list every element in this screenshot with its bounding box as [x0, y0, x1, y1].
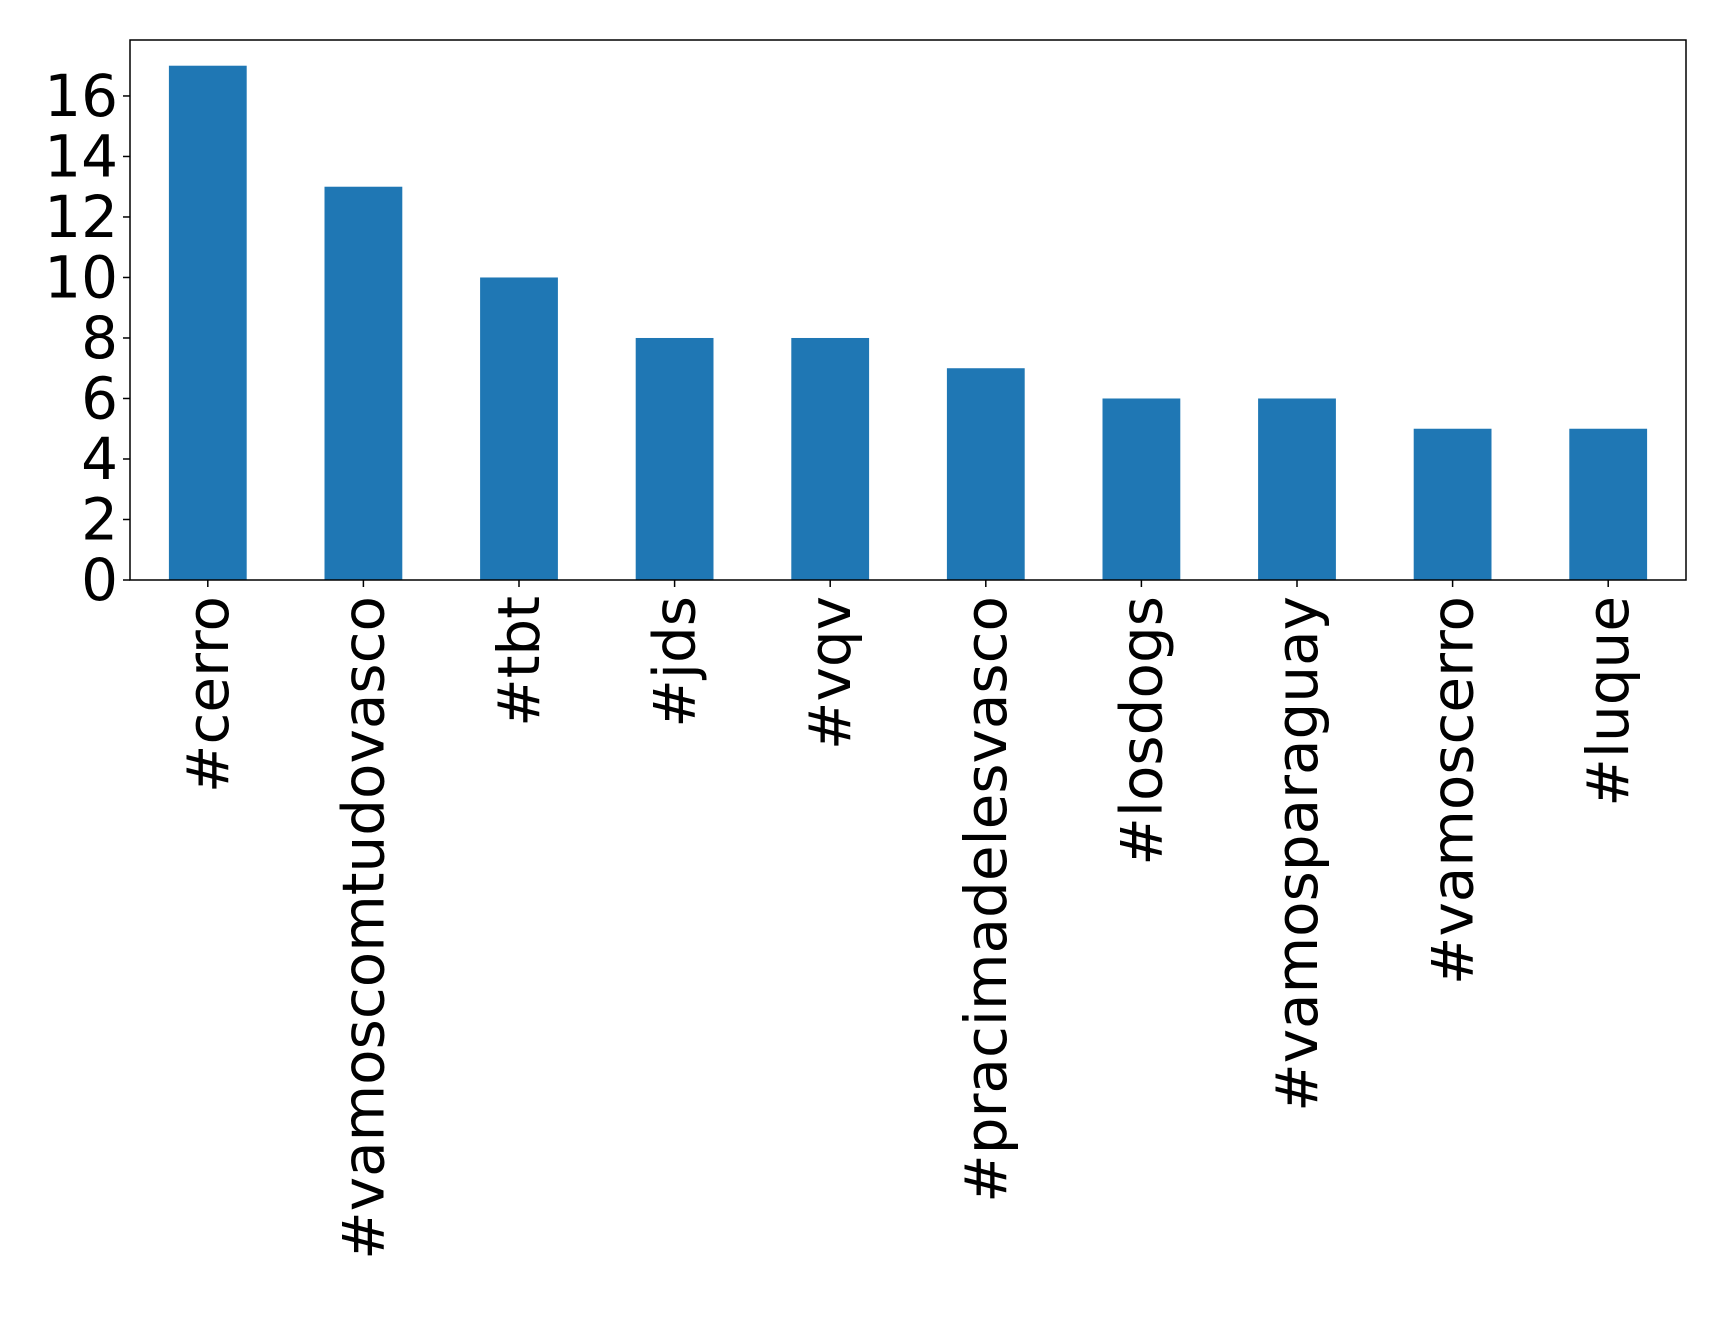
x-tick-label: #jds [641, 596, 709, 728]
y-tick-label: 12 [44, 183, 118, 251]
y-tick-label: 8 [81, 304, 118, 372]
bar [1258, 398, 1336, 580]
x-tick-label: #vamoscomtudovasco [329, 596, 397, 1260]
x-tick-label: #tbt [485, 596, 553, 727]
x-tick-label: #vqv [796, 596, 864, 750]
bar [480, 277, 558, 580]
x-tick-label: #cerro [174, 596, 242, 793]
bar [1102, 398, 1181, 580]
bar [946, 368, 1025, 580]
bar [791, 337, 870, 580]
x-axis: #cerro #vamoscomtudovasco #tbt #jds #vqv #pra… [174, 580, 1642, 1260]
y-tick-label: 6 [81, 364, 118, 432]
x-tick-label: #luque [1574, 596, 1642, 807]
x-tick-label: #vamosparaguay [1263, 596, 1331, 1112]
bar [168, 65, 247, 580]
x-tick-label: #vamoscerro [1419, 596, 1487, 985]
y-tick-label: 0 [81, 546, 118, 614]
x-tick-label: #pracimadelesvasco [952, 596, 1020, 1203]
x-tick-label: #losdogs [1107, 596, 1175, 866]
y-tick-label: 2 [81, 485, 118, 553]
y-tick-label: 4 [81, 425, 118, 493]
bar [1569, 428, 1648, 580]
bar [1413, 428, 1492, 580]
plot-frame [129, 39, 1687, 581]
bar [324, 186, 403, 580]
bar [635, 337, 714, 580]
y-tick-label: 16 [44, 62, 118, 130]
y-tick-label: 10 [44, 243, 118, 311]
bars-group [168, 65, 1648, 580]
y-tick-label: 14 [44, 122, 118, 190]
